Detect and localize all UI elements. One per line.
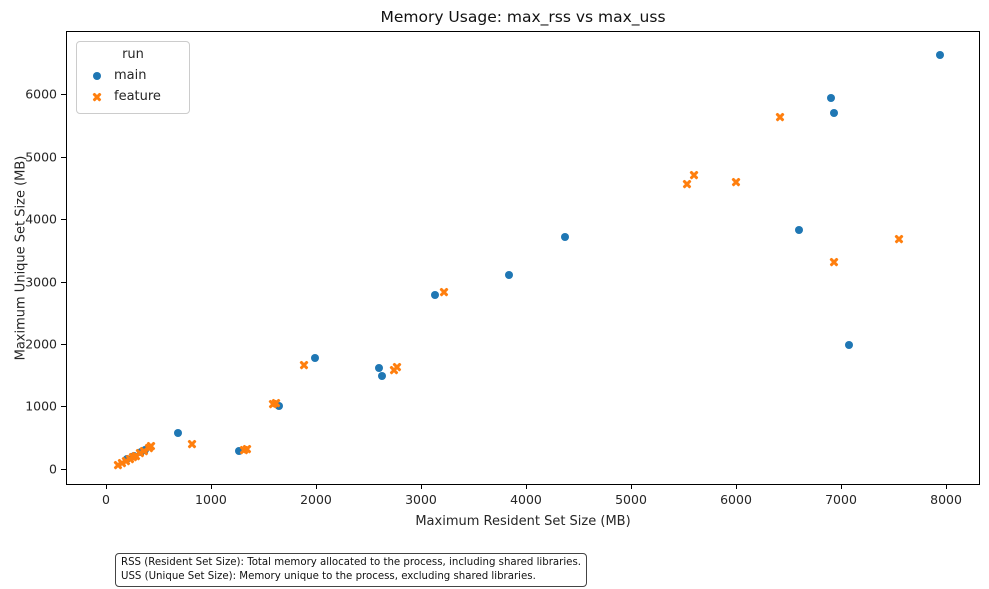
y-tick-label: 1000	[25, 398, 57, 414]
x-tick-mark	[420, 484, 422, 489]
footnote-line-uss: USS (Unique Set Size): Memory unique to …	[121, 571, 536, 583]
x-marker-icon	[92, 92, 102, 102]
plot-area: run main feature 0 1000 2000 3000 4000 5000 60…	[25, 31, 980, 507]
footnote-line-rss: RSS (Resident Set Size): Total memory al…	[121, 557, 581, 568]
x-tick-label: 6000	[720, 492, 752, 507]
data-point-feature	[731, 177, 741, 187]
y-tick-label: 2000	[25, 336, 57, 352]
data-point-feature	[392, 362, 402, 372]
x-tick-label: 1000	[195, 492, 227, 507]
data-point-feature	[775, 112, 785, 122]
legend: run main feature	[76, 41, 190, 114]
y-tick-mark	[61, 156, 66, 158]
data-point-main	[826, 93, 835, 102]
data-point-main	[374, 363, 383, 372]
data-point-main	[845, 340, 854, 349]
x-tick-mark	[841, 484, 843, 489]
x-tick-label: 7000	[825, 492, 857, 507]
data-point-feature	[146, 441, 156, 451]
x-tick-label: 3000	[405, 492, 437, 507]
legend-item-main: main	[77, 65, 189, 86]
legend-label-main: main	[114, 68, 147, 83]
y-axis-label: Maximum Unique Set Size (MB)	[13, 155, 29, 361]
y-tick-label: 5000	[25, 149, 57, 165]
data-point-main	[378, 371, 387, 380]
footnote-box: RSS (Resident Set Size): Total memory al…	[115, 553, 587, 588]
x-tick-label: 2000	[300, 492, 332, 507]
x-tick-label: 0	[101, 492, 110, 507]
data-point-feature	[299, 360, 309, 370]
data-point-main	[560, 232, 569, 241]
circle-marker-icon	[92, 71, 102, 81]
data-point-main	[430, 291, 439, 300]
chart-title: Memory Usage: max_rss vs max_uss	[380, 8, 666, 26]
y-tick-mark	[61, 94, 66, 96]
y-tick-label: 3000	[25, 274, 57, 290]
x-tick-label: 5000	[615, 492, 647, 507]
data-point-feature	[439, 287, 449, 297]
y-tick-label: 6000	[25, 86, 57, 102]
x-axis-label: Maximum Resident Set Size (MB)	[415, 514, 631, 529]
x-tick-label: 8000	[930, 492, 962, 507]
x-tick-mark	[105, 484, 107, 489]
y-tick-label: 4000	[25, 211, 57, 227]
data-point-main	[505, 270, 514, 279]
y-tick-mark	[61, 219, 66, 221]
x-tick-mark	[736, 484, 737, 489]
x-tick-mark	[525, 484, 527, 489]
data-point-main	[310, 353, 319, 362]
x-tick-mark	[315, 484, 317, 489]
x-tick-mark	[631, 484, 632, 489]
data-point-feature	[829, 257, 839, 267]
data-point-feature	[242, 444, 252, 454]
data-point-feature	[271, 398, 281, 408]
data-point-main	[795, 225, 804, 234]
y-tick-label: 0	[49, 461, 57, 477]
data-point-feature	[187, 439, 197, 449]
legend-title: run	[122, 47, 144, 62]
x-tick-mark	[946, 484, 948, 489]
x-tick-mark	[210, 484, 212, 489]
x-tick-label: 4000	[510, 492, 542, 507]
legend-label-feature: feature	[114, 89, 161, 104]
data-point-feature	[894, 234, 904, 244]
data-point-main	[829, 109, 838, 118]
y-tick-mark	[61, 468, 66, 470]
data-point-feature	[682, 179, 692, 189]
data-point-main	[935, 51, 944, 60]
y-tick-mark	[61, 281, 66, 283]
data-point-main	[174, 428, 183, 437]
y-tick-mark	[61, 406, 66, 408]
legend-item-feature: feature	[77, 86, 189, 107]
y-tick-mark	[61, 343, 66, 345]
